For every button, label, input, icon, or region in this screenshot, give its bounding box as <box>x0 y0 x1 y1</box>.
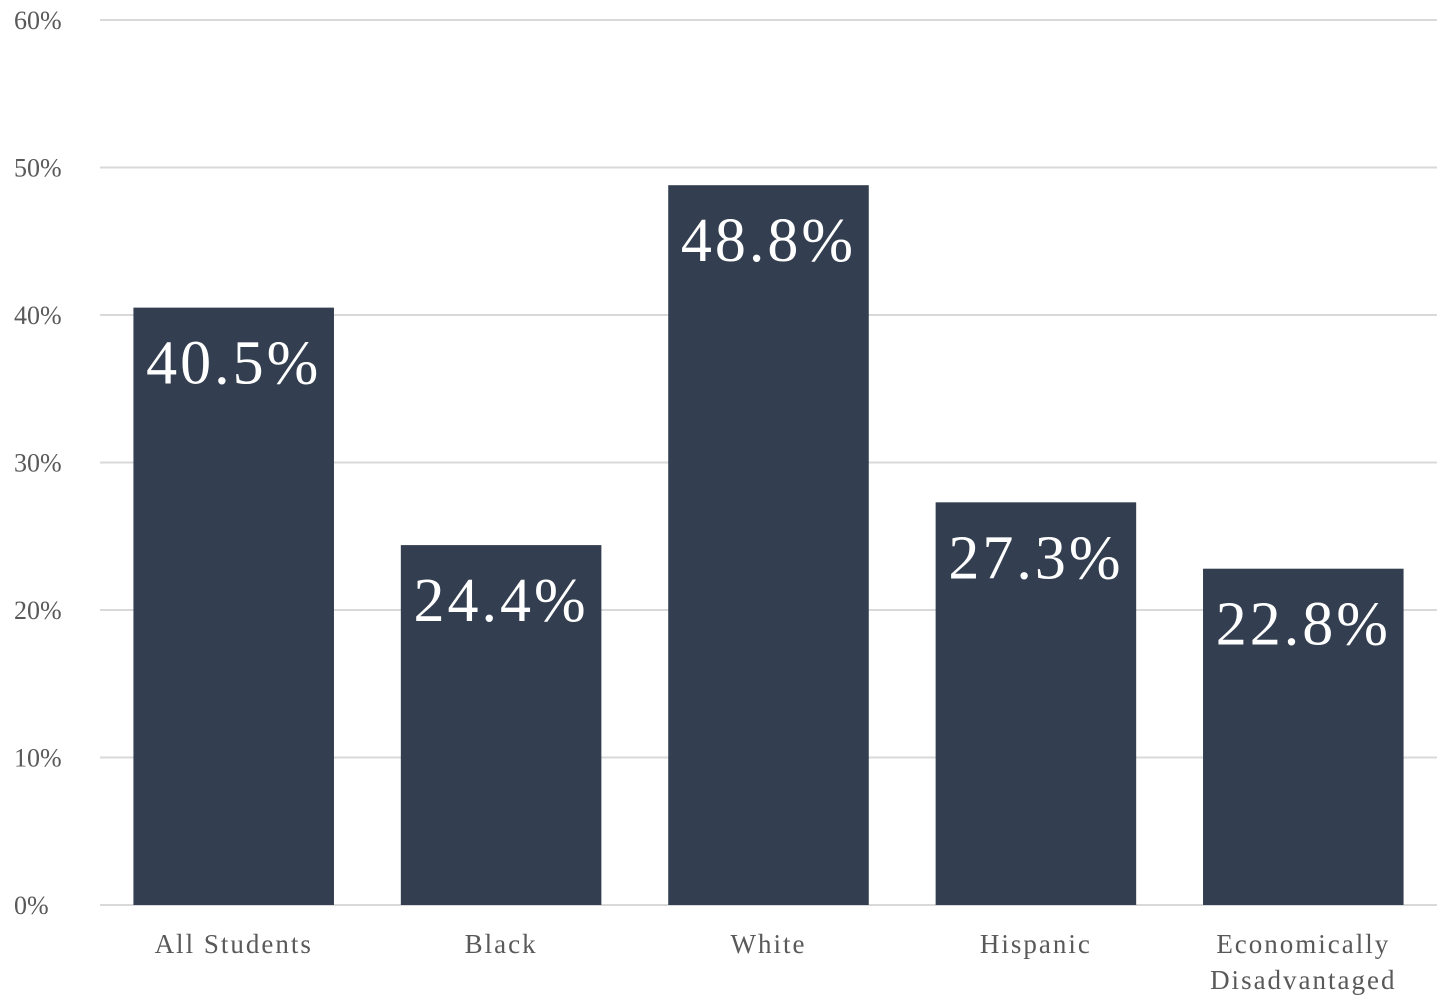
y-axis-tick-labels: 0% 10% 20% 30% 40% 50% 60% <box>14 6 62 920</box>
y-tick-label: 50% <box>14 154 62 183</box>
category-label-0: All Students <box>155 929 313 959</box>
y-tick-label: 0% <box>14 891 49 920</box>
x-axis-category-labels: All Students Black White Hispanic Economical… <box>155 929 1396 995</box>
bar-1 <box>400 545 602 905</box>
y-tick-label: 60% <box>14 6 62 35</box>
y-tick-label: 30% <box>14 449 62 478</box>
y-tick-label: 20% <box>14 596 62 625</box>
data-label-3: 27.3% <box>948 524 1123 592</box>
bar-2 <box>668 185 869 905</box>
bar-0 <box>133 307 334 905</box>
category-label-3: Hispanic <box>980 929 1092 959</box>
bars <box>133 185 1404 905</box>
bar-3 <box>935 502 1137 905</box>
data-label-0: 40.5% <box>146 330 321 398</box>
category-label-4: Economically <box>1216 929 1390 959</box>
data-label-1: 24.4% <box>414 567 589 635</box>
y-tick-label: 40% <box>14 301 62 330</box>
category-label-1: Black <box>465 929 538 959</box>
data-label-4: 22.8% <box>1216 591 1391 659</box>
y-tick-label: 10% <box>14 744 62 773</box>
data-label-2: 48.8% <box>681 207 856 275</box>
data-labels: 40.5% 24.4% 48.8% 27.3% 22.8% <box>146 207 1391 659</box>
category-label-2: White <box>731 929 807 959</box>
category-label-4: Disadvantaged <box>1210 965 1396 995</box>
bar-4 <box>1203 568 1404 905</box>
